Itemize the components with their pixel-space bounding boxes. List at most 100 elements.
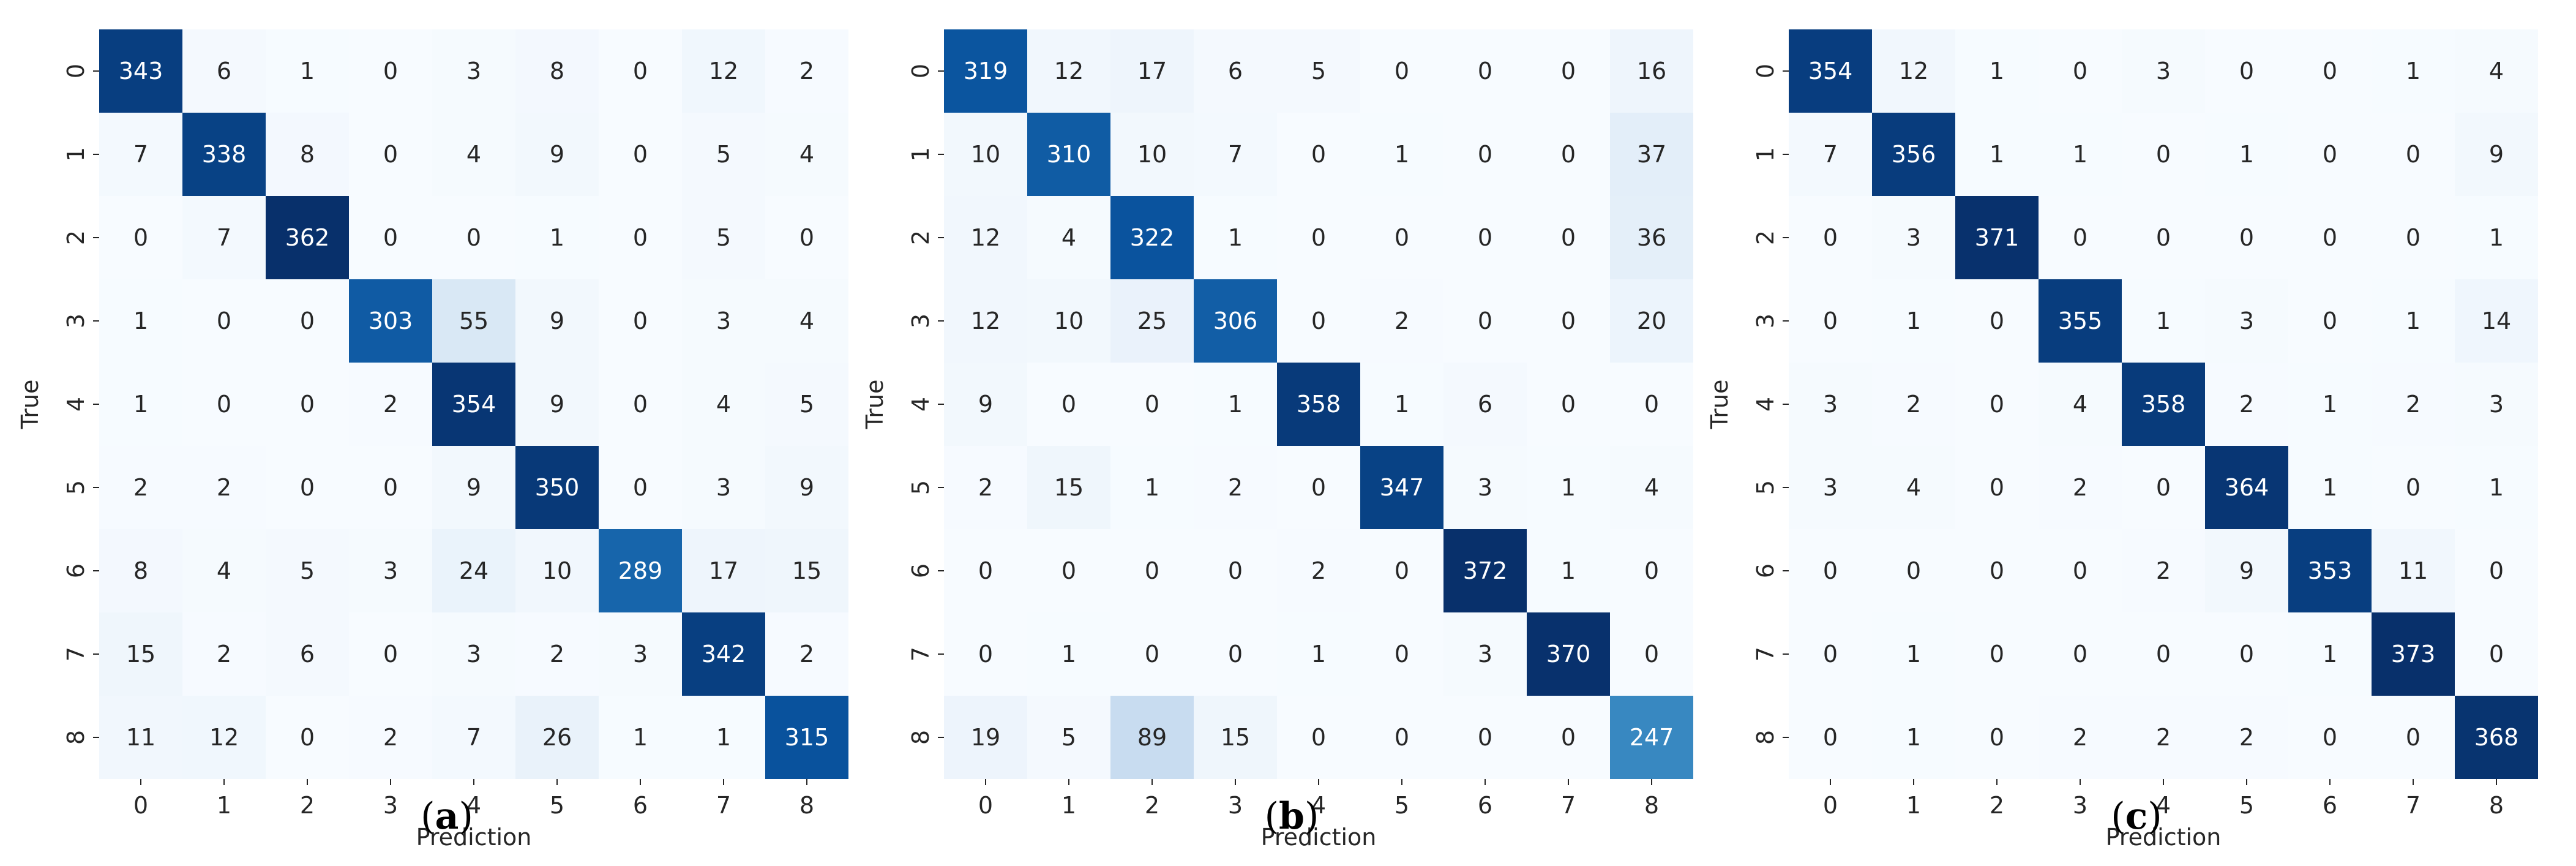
- heatmap-cell: [1443, 529, 1527, 612]
- cell-value-label: 15: [126, 641, 155, 668]
- heatmap-cell: [266, 113, 349, 196]
- cell-value-label: 0: [1228, 557, 1243, 584]
- cell-value-label: 3: [2156, 58, 2171, 85]
- heatmap-cell: [349, 446, 432, 529]
- cell-value-label: 0: [633, 307, 648, 334]
- heatmap-cell: [2039, 196, 2122, 279]
- cell-value-label: 0: [1478, 307, 1492, 334]
- heatmap-cell: [599, 29, 682, 113]
- cell-value-label: 0: [300, 474, 315, 501]
- caption-c: (c): [2111, 795, 2162, 838]
- cell-value-label: 12: [709, 58, 738, 85]
- heatmap-cell: [2288, 113, 2372, 196]
- heatmap-cell: [1027, 446, 1110, 529]
- heatmap-cell: [1789, 612, 1872, 696]
- cell-value-label: 0: [2323, 141, 2337, 168]
- y-tick-label: 8: [1752, 730, 1779, 745]
- heatmap-cell: [2372, 196, 2455, 279]
- heatmap-cell: [349, 529, 432, 612]
- heatmap-cell: [349, 279, 432, 363]
- heatmap-cell: [99, 196, 182, 279]
- heatmap-cell: [1194, 196, 1277, 279]
- cell-value-label: 1: [1061, 641, 1076, 668]
- cell-value-label: 14: [2482, 307, 2511, 334]
- cell-value-label: 0: [1990, 641, 2004, 668]
- x-tick-label: 2: [1990, 792, 2004, 819]
- heatmap-cell: [182, 29, 266, 113]
- y-tick-label: 6: [1752, 563, 1779, 578]
- heatmap-cell: [1789, 196, 1872, 279]
- cell-value-label: 322: [1130, 224, 1175, 251]
- heatmap-cell: [1360, 529, 1443, 612]
- heatmap-cell: [1277, 196, 1360, 279]
- heatmap-cell: [1610, 446, 1693, 529]
- cell-value-label: 0: [300, 307, 315, 334]
- heatmap-cell: [1194, 113, 1277, 196]
- heatmap-cell: [432, 363, 515, 446]
- heatmap-cell: [2205, 29, 2288, 113]
- cell-value-label: 0: [1478, 724, 1492, 751]
- cell-value-label: 9: [550, 141, 564, 168]
- heatmap-cell: [944, 196, 1027, 279]
- x-tick-label: 7: [716, 792, 731, 819]
- heatmap-cell: [99, 696, 182, 779]
- heatmap-cell: [765, 612, 848, 696]
- heatmap-cell: [99, 529, 182, 612]
- cell-value-label: 1: [1906, 307, 1921, 334]
- cell-value-label: 12: [971, 307, 1000, 334]
- cell-value-label: 15: [792, 557, 822, 584]
- y-axis-title: True: [861, 380, 888, 430]
- heatmap-cell: [1027, 279, 1110, 363]
- heatmap-cell: [2455, 612, 2538, 696]
- cell-value-label: 0: [300, 391, 315, 418]
- cell-value-label: 7: [217, 224, 231, 251]
- y-tick-label: 2: [62, 230, 89, 245]
- heatmap-cell: [1872, 196, 1955, 279]
- x-tick-label: 6: [2323, 792, 2337, 819]
- x-tick-label: 5: [550, 792, 564, 819]
- heatmap-cell: [432, 529, 515, 612]
- cell-value-label: 0: [633, 224, 648, 251]
- cell-value-label: 0: [2406, 141, 2421, 168]
- y-tick-label: 3: [62, 314, 89, 328]
- heatmap-cell: [1610, 612, 1693, 696]
- heatmap-cell: [2039, 113, 2122, 196]
- heatmap-cell: [599, 446, 682, 529]
- cell-value-label: 8: [550, 58, 564, 85]
- heatmap-cell: [2205, 363, 2288, 446]
- cell-value-label: 4: [2489, 58, 2504, 85]
- heatmap-cell: [1872, 529, 1955, 612]
- cell-value-label: 2: [217, 641, 231, 668]
- heatmap-cell: [2288, 696, 2372, 779]
- cell-value-label: 0: [1061, 391, 1076, 418]
- cell-value-label: 0: [1395, 58, 1409, 85]
- heatmap-cell: [1027, 113, 1110, 196]
- cell-value-label: 2: [978, 474, 993, 501]
- cell-value-label: 0: [633, 391, 648, 418]
- cell-value-label: 7: [1228, 141, 1243, 168]
- cell-value-label: 358: [2141, 391, 2186, 418]
- cell-value-label: 3: [1823, 474, 1838, 501]
- heatmap-cell: [1789, 696, 1872, 779]
- heatmap-cell: [2288, 196, 2372, 279]
- cell-value-label: 0: [2489, 641, 2504, 668]
- heatmap-cell: [1194, 612, 1277, 696]
- heatmap-cell: [1360, 363, 1443, 446]
- cell-value-label: 1: [300, 58, 315, 85]
- cell-value-label: 3: [2489, 391, 2504, 418]
- cell-value-label: 0: [2406, 724, 2421, 751]
- heatmap-cell: [2372, 612, 2455, 696]
- cell-value-label: 0: [2156, 224, 2171, 251]
- cell-value-label: 0: [383, 58, 398, 85]
- heatmap-cell: [682, 363, 765, 446]
- cell-value-label: 373: [2391, 641, 2436, 668]
- heatmap-cell: [1872, 113, 1955, 196]
- heatmap-cell: [944, 113, 1027, 196]
- heatmap-cell: [1110, 529, 1194, 612]
- x-tick-label: 1: [217, 792, 231, 819]
- cell-value-label: 2: [1906, 391, 1921, 418]
- x-tick-label: 4: [1311, 792, 1326, 819]
- heatmap-cell: [2455, 363, 2538, 446]
- heatmap-cell: [1527, 29, 1610, 113]
- cell-value-label: 3: [1823, 391, 1838, 418]
